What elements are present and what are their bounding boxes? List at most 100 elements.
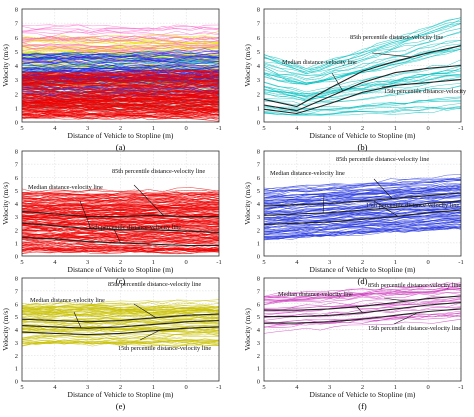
trajectory-line <box>22 231 219 237</box>
annotation-leader <box>322 194 325 213</box>
trajectory-line <box>22 35 219 42</box>
y-tick-label: 4 <box>257 327 261 334</box>
y-tick-label: 1 <box>257 240 260 247</box>
x-tick-label: 1 <box>394 384 397 391</box>
trajectory-line <box>22 108 219 114</box>
y-axis-label: Velocity (m/s) <box>243 44 252 87</box>
y-tick-label: 0 <box>15 120 18 127</box>
y-tick-label: 2 <box>257 91 260 98</box>
annotation-p85: 85th percentile distance-velocity line <box>336 156 429 163</box>
trajectory-line <box>22 102 219 109</box>
trajectory-line <box>22 64 219 70</box>
annotation-leader <box>139 330 161 341</box>
trajectory-line <box>22 24 219 30</box>
chart-panel-e: 0 1 2 3 4 5 6 7 8 5 4 3 2 1 0 -1 Distance of Vehicle to … <box>1 276 222 412</box>
trajectory-line <box>22 105 219 111</box>
summary-line-p85 <box>264 295 462 311</box>
y-tick-label: 4 <box>257 63 261 70</box>
x-tick-label: 3 <box>328 259 331 266</box>
y-tick-label: 3 <box>257 214 260 221</box>
trajectory-line <box>264 23 461 75</box>
trajectory-line <box>22 318 219 324</box>
trajectory-line <box>264 282 461 297</box>
trajectory-line <box>264 314 461 328</box>
x-tick-label: 5 <box>20 259 23 266</box>
trajectory-line <box>22 38 219 44</box>
trajectory-line <box>264 191 461 206</box>
x-tick-label: 1 <box>152 259 155 266</box>
x-tick-label: 0 <box>185 259 188 266</box>
plot-frame <box>263 8 462 123</box>
trajectory-line <box>264 49 461 85</box>
x-tick-label: 3 <box>328 384 331 391</box>
trajectory-line <box>264 83 461 103</box>
y-tick-label: 5 <box>257 188 260 195</box>
trajectory-line <box>22 42 219 51</box>
x-tick-label: 0 <box>427 259 430 266</box>
x-tick-label: -1 <box>216 384 221 391</box>
annotation-p15: 15th percentile distance-velocity line <box>366 202 459 209</box>
trajectory-line <box>264 47 461 85</box>
trajectory-line <box>22 70 219 77</box>
trajectory-line <box>264 103 461 115</box>
trajectory-line <box>264 40 461 80</box>
x-tick-label: -1 <box>216 125 221 132</box>
plot-frame <box>263 277 462 382</box>
annotation-p15: 15th percentile distance-velocity <box>384 88 467 95</box>
trajectories <box>264 282 461 334</box>
y-tick-label: 3 <box>15 214 18 221</box>
trajectory-line <box>264 224 461 240</box>
trajectory-line <box>22 31 219 38</box>
y-tick-label: 2 <box>257 353 260 360</box>
trajectory-line <box>264 75 461 101</box>
trajectory-line <box>22 93 219 104</box>
trajectory-line <box>22 61 219 70</box>
trajectory-line <box>264 188 461 202</box>
trajectory-line <box>22 77 219 83</box>
trajectory-line <box>22 188 219 195</box>
y-tick-label: 3 <box>257 77 260 84</box>
trajectory-line <box>22 48 219 56</box>
annotation-median: Median distance-velocity line <box>28 184 103 191</box>
x-tick-label: 4 <box>53 384 57 391</box>
trajectory-line <box>22 39 219 45</box>
trajectory-line <box>264 199 461 214</box>
trajectory-line <box>22 52 219 62</box>
trajectory-line <box>264 183 461 199</box>
y-axis-label: Velocity (m/s) <box>243 308 252 351</box>
trajectories <box>264 17 461 116</box>
trajectory-line <box>264 188 461 201</box>
x-tick-label: 1 <box>394 259 397 266</box>
y-tick-label: 2 <box>257 227 260 234</box>
trajectory-line <box>22 110 219 118</box>
annotation-median: Median distance-velocity line <box>30 297 105 304</box>
y-tick-label: 6 <box>257 35 261 42</box>
x-tick-label: 5 <box>262 125 265 132</box>
trajectory-line <box>264 220 461 234</box>
trajectory-line <box>22 222 219 229</box>
summary-line-p15 <box>263 209 462 226</box>
trajectory-line <box>22 53 219 61</box>
y-tick-label: 1 <box>15 366 18 373</box>
panel-label: (f) <box>358 401 367 411</box>
x-tick-label: 4 <box>295 259 299 266</box>
x-tick-label: 4 <box>295 125 299 132</box>
y-tick-label: 7 <box>257 21 261 28</box>
x-tick-label: 3 <box>86 125 89 132</box>
trajectory-line <box>22 38 219 45</box>
trajectory-line <box>22 115 219 120</box>
trajectory-line <box>264 197 461 212</box>
trajectory-line <box>22 196 219 203</box>
trajectory-line <box>264 106 461 116</box>
trajectory-line <box>264 297 461 312</box>
summary-line-p15 <box>264 308 462 324</box>
trajectory-line <box>22 229 219 237</box>
x-tick-label: 4 <box>53 125 57 132</box>
y-tick-label: 8 <box>257 149 260 156</box>
annotation-leader <box>381 84 406 88</box>
trajectory-line <box>264 306 461 318</box>
y-tick-label: 6 <box>15 35 19 42</box>
trajectory-line <box>264 315 461 328</box>
x-tick-label: 1 <box>152 125 155 132</box>
annotation-median: Median distance-velocity line <box>270 170 345 177</box>
